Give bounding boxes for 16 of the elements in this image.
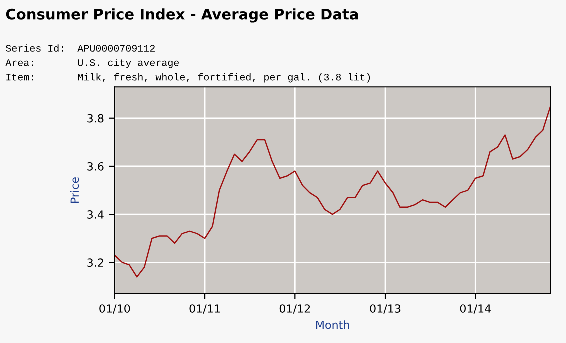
- text: Area: U.S. city average: [6, 58, 180, 68]
- x-axis-title: Month: [316, 320, 350, 330]
- x-tick-label: 01/10: [100, 304, 130, 314]
- y-tick-label: 3.8: [88, 114, 104, 123]
- y-tick-label: 3.6: [88, 162, 104, 171]
- x-tick-label: 01/12: [280, 304, 310, 314]
- x-tick-label: 01/14: [460, 304, 492, 314]
- y-tick-label: 3.2: [88, 258, 104, 268]
- y-axis-title: Price: [70, 178, 80, 203]
- line-series: [114, 106, 551, 278]
- x-tick-label: 01/13: [370, 304, 401, 314]
- text: Series Id: APU0000709112: [6, 44, 155, 52]
- y-tick-label: 3.4: [88, 210, 104, 219]
- x-tick-label: 01/11: [190, 304, 220, 314]
- text: Item: Milk, fresh, whole, fortified, per gal. (3.8 lit): [6, 73, 370, 83]
- chart-title: Consumer Price Index - Average Price Data: [6, 8, 358, 23]
